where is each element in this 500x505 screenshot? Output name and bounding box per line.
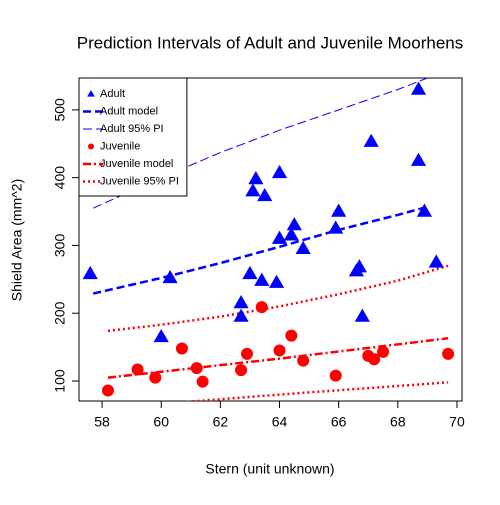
fit-line [107, 337, 449, 379]
triangle-point [286, 217, 302, 231]
circle-point [442, 347, 455, 360]
triangle-point [354, 308, 370, 322]
triangle-point [248, 171, 264, 185]
x-tick-label: 68 [390, 414, 406, 430]
fit-line [107, 264, 449, 333]
triangle-point [295, 240, 311, 255]
triangle-point [233, 308, 249, 322]
legend-label: Adult model [100, 105, 158, 117]
triangle-point [271, 164, 288, 179]
plot-box [78, 77, 463, 402]
circle-point [329, 369, 342, 382]
circle-point [273, 344, 286, 357]
triangle-point [410, 81, 427, 95]
circle-point [190, 362, 203, 375]
x-tick-label: 70 [449, 414, 465, 430]
circle-point [368, 353, 381, 366]
circle-point [240, 347, 253, 360]
triangle-point [82, 265, 98, 280]
circle-point [88, 143, 94, 150]
triangle-point [363, 133, 379, 147]
triangle-point [245, 183, 261, 197]
fit-line [92, 78, 428, 209]
circle-point [377, 345, 390, 358]
triangle-point [351, 259, 367, 273]
triangle-point [328, 220, 344, 234]
legend-label: Juvenile 95% PI [100, 175, 179, 187]
legend-label: Adult [100, 88, 125, 100]
triangle-point [410, 152, 427, 166]
y-tick-label: 100 [52, 369, 68, 393]
y-tick-label: 400 [52, 166, 68, 190]
circle-point [175, 342, 188, 355]
x-axis-label: Stern (unit unknown) [205, 461, 334, 477]
y-axis-label: Shield Area (mm^2) [9, 179, 25, 302]
triangle-point [428, 254, 444, 268]
triangle-point [242, 265, 258, 280]
triangle-point [257, 187, 273, 202]
triangle-point [153, 328, 169, 343]
fit-line [182, 381, 449, 401]
y-tick-label: 200 [52, 301, 68, 325]
x-tick-label: 62 [213, 414, 229, 430]
triangle-point [331, 203, 347, 217]
triangle-point [87, 90, 95, 97]
triangle-point [233, 295, 249, 309]
circle-point [101, 384, 114, 397]
y-tick-label: 500 [52, 98, 68, 122]
triangle-point [283, 227, 299, 241]
triangle-point [268, 274, 285, 288]
legend-label: Juvenile [100, 140, 140, 152]
circle-point [131, 363, 144, 376]
legend-box [78, 77, 188, 197]
triangle-point [162, 269, 178, 284]
fit-line [92, 205, 428, 295]
circle-point [255, 301, 268, 314]
circle-point [285, 329, 298, 342]
chart-title: Prediction Intervals of Adult and Juveni… [77, 33, 464, 52]
lines [92, 78, 449, 401]
x-tick-label: 58 [94, 414, 110, 430]
x-tick-label: 60 [153, 414, 169, 430]
x-tick-label: 66 [331, 414, 347, 430]
y-tick-label: 300 [52, 234, 68, 258]
circle-point [297, 354, 310, 367]
triangle-point [416, 203, 433, 217]
triangle-point [271, 230, 288, 244]
x-tick-label: 64 [272, 414, 288, 430]
circle-point [196, 375, 209, 388]
legend-label: Adult 95% PI [100, 123, 164, 135]
triangle-point [254, 272, 270, 286]
legend-label: Juvenile model [100, 158, 173, 170]
circle-point [149, 371, 162, 384]
circle-point [235, 364, 248, 377]
